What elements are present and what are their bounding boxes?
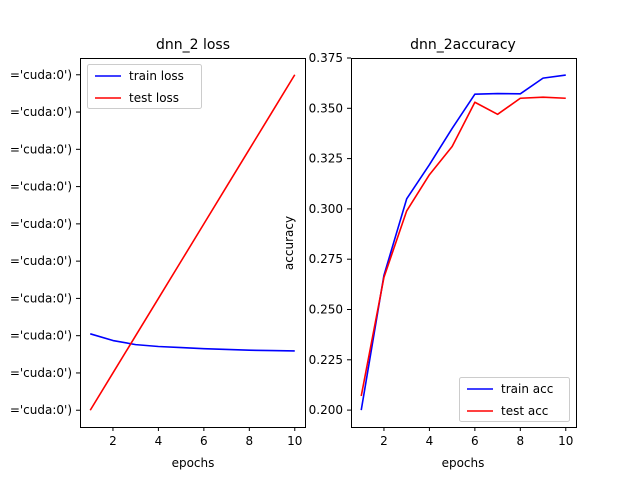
accuracy-x-tick-label: 6 (471, 434, 479, 448)
accuracy-x-tick-label: 4 (426, 434, 434, 448)
loss-legend-label-2: test loss (129, 91, 179, 105)
accuracy-y-tick-label: 0.350 (309, 101, 343, 115)
accuracy-x-ticks: 2 4 6 8 10 (380, 427, 573, 448)
accuracy-legend-label-1: train acc (501, 382, 553, 396)
loss-y-tick-label: ='cuda:0') (10, 291, 72, 305)
loss-chart-title: dnn_2 loss (156, 37, 230, 53)
loss-legend-label-1: train loss (129, 69, 184, 83)
accuracy-legend: train acc test acc (459, 377, 570, 422)
accuracy-plot-frame (351, 58, 577, 428)
loss-x-tick-label: 6 (200, 434, 208, 448)
loss-y-tick-label: ='cuda:0') (10, 142, 72, 156)
loss-y-tick-label: ='cuda:0') (10, 403, 72, 417)
accuracy-series-line-2 (360, 96, 566, 397)
accuracy-x-axis-label: epochs (442, 456, 485, 470)
loss-x-tick-label: 10 (287, 434, 302, 448)
loss-plot-frame (80, 58, 306, 428)
accuracy-chart-title: dnn_2accuracy (410, 37, 516, 53)
loss-legend: train loss test loss (87, 64, 202, 109)
loss-x-tick-label: 4 (155, 434, 163, 448)
loss-y-tick-label: ='cuda:0') (10, 217, 72, 231)
loss-x-axis-label: epochs (172, 456, 215, 470)
loss-series-line-1 (90, 333, 295, 352)
loss-chart: dnn_2 loss 2 4 6 8 10 ='cuda:0')='cuda:0')='… (10, 37, 306, 470)
accuracy-y-tick-label: 0.375 (309, 51, 343, 65)
accuracy-y-axis-label: accuracy (282, 216, 296, 270)
accuracy-series-layer (360, 74, 566, 411)
loss-y-tick-label: ='cuda:0') (10, 180, 72, 194)
accuracy-series-line-1 (360, 74, 566, 411)
loss-y-tick-label: ='cuda:0') (10, 68, 72, 82)
loss-series-layer (89, 74, 296, 411)
loss-x-tick-label: 2 (109, 434, 117, 448)
loss-y-tick-label: ='cuda:0') (10, 329, 72, 343)
loss-series-line-2 (89, 74, 296, 411)
accuracy-x-tick-label: 10 (558, 434, 573, 448)
loss-x-tick-label: 8 (245, 434, 253, 448)
accuracy-y-ticks: 0.200 0.225 0.250 0.275 0.300 0.325 0.350 0.375 (309, 51, 351, 417)
accuracy-y-tick-label: 0.275 (309, 252, 343, 266)
accuracy-x-tick-label: 8 (516, 434, 524, 448)
accuracy-legend-label-2: test acc (501, 404, 548, 418)
accuracy-chart: dnn_2accuracy 2 4 6 8 10 0.200 0.225 0.250 0.27… (282, 37, 577, 470)
loss-x-ticks: 2 4 6 8 10 (109, 427, 302, 448)
loss-y-tick-label: ='cuda:0') (10, 105, 72, 119)
loss-y-tick-label: ='cuda:0') (10, 366, 72, 380)
loss-y-tick-label: ='cuda:0') (10, 254, 72, 268)
accuracy-x-tick-label: 2 (380, 434, 388, 448)
accuracy-y-tick-label: 0.250 (309, 302, 343, 316)
accuracy-y-tick-label: 0.325 (309, 152, 343, 166)
accuracy-y-tick-label: 0.225 (309, 353, 343, 367)
loss-y-ticks: ='cuda:0') ='cuda:0') ='cuda:0') ='cuda:0')… (10, 68, 80, 417)
accuracy-y-tick-label: 0.300 (309, 202, 343, 216)
accuracy-y-tick-label: 0.200 (309, 403, 343, 417)
